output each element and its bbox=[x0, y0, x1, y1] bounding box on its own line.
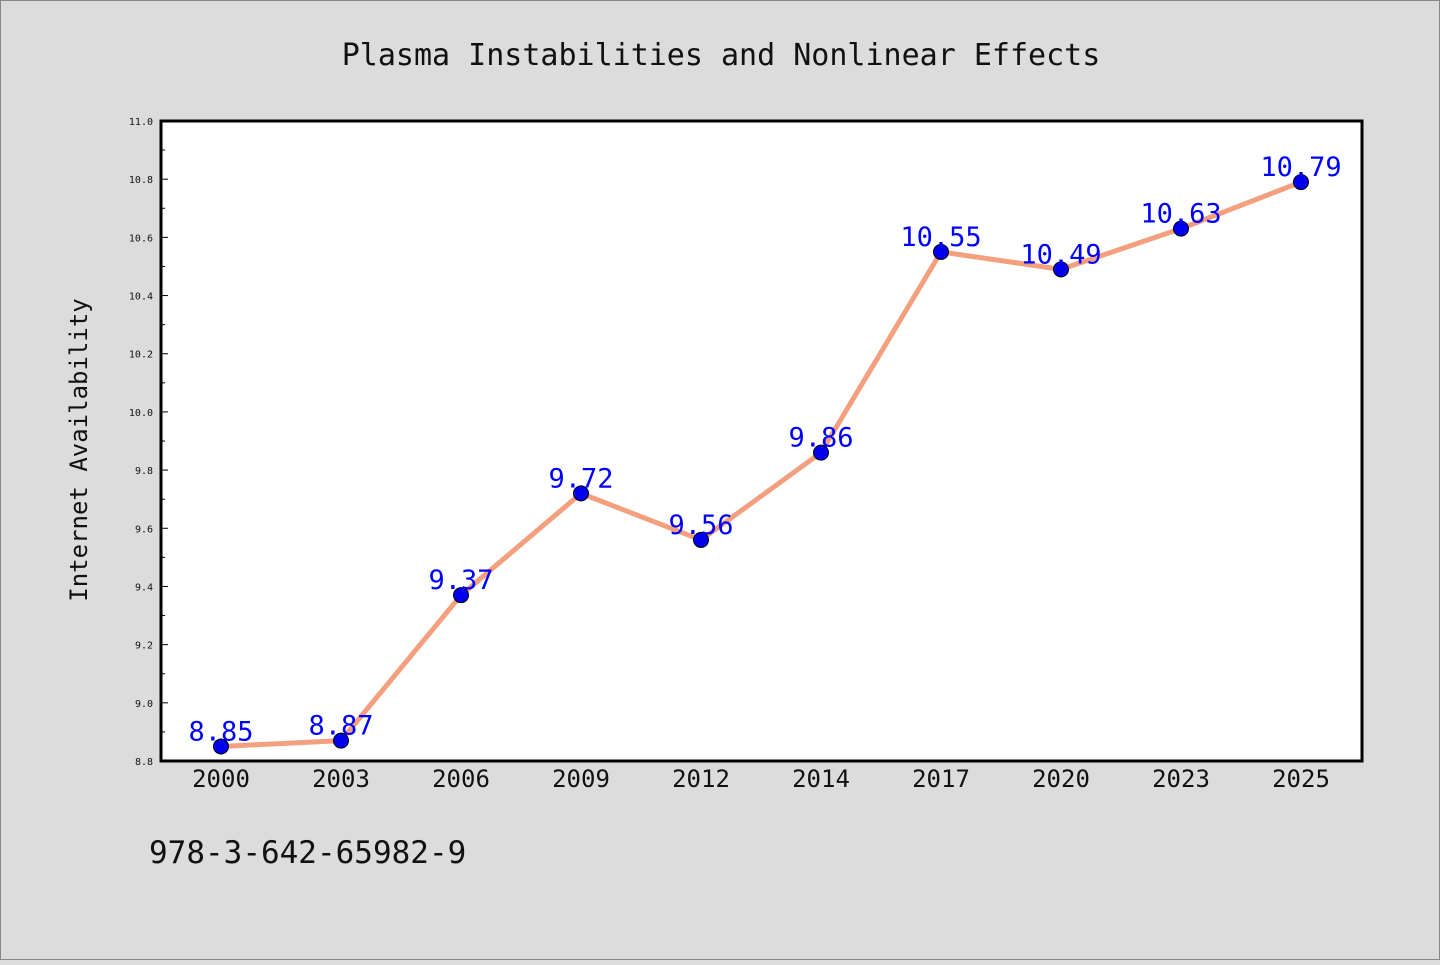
data-point bbox=[933, 243, 949, 260]
data-label: 10.55 bbox=[900, 222, 981, 253]
data-point bbox=[333, 732, 349, 749]
y-tick-label: 9.0 bbox=[135, 699, 153, 710]
x-tick-label: 2012 bbox=[672, 765, 730, 793]
y-tick-label: 10.0 bbox=[129, 408, 153, 419]
data-point bbox=[693, 531, 709, 548]
data-label: 9.56 bbox=[668, 510, 733, 541]
x-tick-label: 2006 bbox=[432, 765, 490, 793]
data-label: 10.79 bbox=[1260, 152, 1341, 183]
y-tick-label: 9.4 bbox=[135, 582, 153, 593]
x-tick-label: 2000 bbox=[192, 765, 250, 793]
data-label: 8.85 bbox=[188, 716, 253, 747]
data-point bbox=[573, 485, 589, 502]
chart-title: Plasma Instabilities and Nonlinear Effec… bbox=[342, 38, 1101, 73]
y-tick-label: 10.2 bbox=[129, 350, 153, 361]
x-tick-label: 2025 bbox=[1272, 765, 1330, 793]
x-tick-label: 2020 bbox=[1032, 765, 1090, 793]
x-tick-label: 2017 bbox=[912, 765, 970, 793]
data-label: 10.63 bbox=[1140, 199, 1221, 230]
x-tick-label: 2023 bbox=[1152, 765, 1210, 793]
series-line bbox=[220, 179, 1302, 749]
y-tick-label: 9.2 bbox=[135, 641, 153, 652]
data-point bbox=[1053, 261, 1069, 278]
data-label: 9.72 bbox=[548, 463, 613, 494]
data-label-layer: 8.85 8.87 9.37 9.72 9.56 9.86 10.55 10.49 10.63 1… bbox=[188, 152, 1341, 747]
x-tick-label: 2014 bbox=[792, 765, 850, 793]
isbn-text: 978-3-642-65982-9 bbox=[149, 835, 467, 871]
y-tick-label: 9.8 bbox=[135, 466, 153, 477]
y-tick-label: 11.0 bbox=[129, 117, 153, 128]
data-label: 8.87 bbox=[308, 711, 373, 742]
y-tick-label: 10.6 bbox=[129, 233, 153, 244]
data-point bbox=[453, 587, 469, 604]
data-point bbox=[1293, 174, 1309, 191]
x-tick-label: 2003 bbox=[312, 765, 370, 793]
data-point bbox=[1173, 220, 1189, 237]
series-layer bbox=[213, 174, 1309, 755]
y-tick-label: 10.8 bbox=[129, 175, 153, 186]
y-tick-label: 9.6 bbox=[135, 524, 153, 535]
y-axis: 8.8 9.0 9.2 9.4 9.6 9.8 10.0 10.2 10.4 10.6 10.8 11… bbox=[129, 117, 168, 768]
y-tick-label: 10.4 bbox=[129, 292, 153, 303]
data-label: 10.49 bbox=[1020, 239, 1101, 270]
y-tick-label: 8.8 bbox=[135, 757, 153, 768]
data-point bbox=[813, 444, 829, 461]
y-axis-label: Internet Availability bbox=[65, 298, 93, 601]
data-label: 9.37 bbox=[428, 565, 493, 596]
data-label: 9.86 bbox=[788, 423, 853, 454]
data-point bbox=[213, 738, 229, 755]
x-axis: 2000 2003 2006 2009 2012 2014 2017 2020 2023 2025 bbox=[192, 765, 1330, 793]
plot-area bbox=[159, 119, 1364, 763]
x-tick-label: 2009 bbox=[552, 765, 610, 793]
